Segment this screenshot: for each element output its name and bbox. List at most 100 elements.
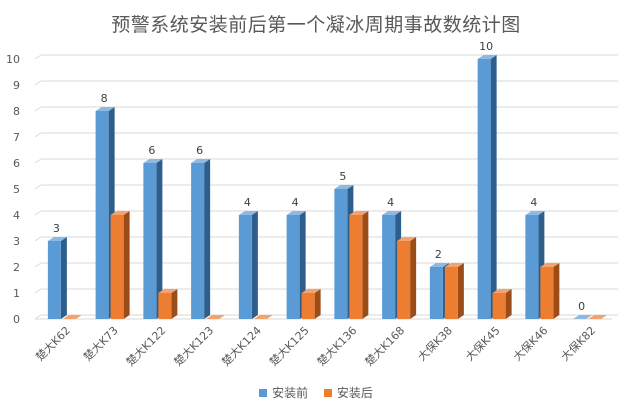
bar-after-top	[492, 289, 512, 293]
data-label: 6	[148, 144, 155, 157]
data-label: 8	[101, 92, 108, 105]
bar-before-top	[525, 211, 545, 215]
bar-after-side	[362, 211, 369, 319]
legend-item-before: 安装前	[259, 384, 308, 401]
bar-before-top	[143, 159, 163, 163]
bar-after	[397, 241, 411, 319]
y-tick-label: 0	[13, 313, 20, 326]
bar-after	[158, 293, 172, 319]
gridline-depth	[34, 132, 42, 138]
y-tick-label: 9	[13, 79, 20, 92]
bar-before	[143, 163, 157, 319]
legend-label-before: 安装前	[272, 386, 309, 400]
y-tick-label: 8	[13, 105, 20, 118]
legend-swatch-before	[259, 388, 268, 397]
bar-after-top	[588, 315, 608, 319]
bar-before-top	[286, 211, 306, 215]
bar-before-top	[238, 211, 258, 215]
bar-before-side	[60, 237, 67, 319]
x-tick-label: 楚大K62	[33, 323, 73, 363]
y-tick-label: 10	[6, 53, 20, 66]
bar-before	[191, 163, 205, 319]
y-tick-label: 4	[13, 209, 20, 222]
data-label: 4	[530, 196, 537, 209]
bar-before	[238, 215, 252, 319]
bar-after-top	[62, 315, 82, 319]
data-label: 10	[479, 40, 493, 53]
y-tick-label: 3	[13, 235, 20, 248]
bar-before-top	[95, 107, 115, 111]
gridline-depth	[34, 314, 42, 320]
legend: 安装前 安装后	[0, 384, 632, 401]
y-tick-label: 6	[13, 157, 20, 170]
data-label: 3	[53, 222, 60, 235]
bar-before-top	[477, 55, 497, 59]
bar-after-side	[314, 289, 321, 319]
bar-before-top	[382, 211, 402, 215]
bar-after-top	[253, 315, 273, 319]
gridline-depth	[34, 184, 42, 190]
x-tick-label: 楚大K125	[266, 323, 311, 368]
bar-after-top	[301, 289, 321, 293]
x-tick-label: 楚大K123	[171, 323, 216, 368]
gridline-depth	[34, 210, 42, 216]
bar-before	[429, 267, 443, 319]
y-tick-label: 1	[13, 287, 20, 300]
bar-after-top	[206, 315, 226, 319]
x-tick-label: 大保K82	[558, 323, 598, 363]
x-tick-label: 大保K45	[462, 323, 502, 363]
x-tick-label: 大保K46	[510, 323, 550, 363]
bar-before-side	[251, 211, 258, 319]
x-tick-label: 楚大K168	[362, 323, 407, 368]
bar-before-top	[429, 263, 449, 267]
bar-after-side	[410, 237, 417, 319]
legend-item-after: 安装后	[323, 384, 373, 401]
data-label: 2	[435, 248, 442, 261]
bar-after-side	[457, 263, 464, 319]
bar-after-side	[505, 289, 512, 319]
gridline-depth	[34, 288, 42, 294]
bar-after	[301, 293, 315, 319]
bar-after	[110, 215, 124, 319]
bar-after-top	[397, 237, 417, 241]
x-tick-label: 楚大K122	[123, 323, 168, 368]
bar-after-side	[171, 289, 178, 319]
bar-before-top	[334, 185, 354, 189]
bar-before-side	[204, 159, 211, 319]
bar-after-top	[540, 263, 560, 267]
bar-after-top	[158, 289, 178, 293]
y-tick-label: 2	[13, 261, 20, 274]
y-tick-label: 5	[13, 183, 20, 196]
gridline-depth	[34, 236, 42, 242]
bar-before-side	[490, 55, 497, 319]
bar-after-top	[110, 211, 130, 215]
gridline-depth	[34, 80, 42, 86]
bar-before	[95, 111, 109, 319]
bar-after	[540, 267, 554, 319]
chart-title: 预警系统安装前后第一个凝冰周期事故数统计图	[111, 14, 521, 36]
bar-before-side	[156, 159, 163, 319]
x-tick-label: 楚大K124	[219, 323, 264, 368]
data-label: 4	[387, 196, 394, 209]
bar-before	[382, 215, 396, 319]
data-label: 4	[244, 196, 251, 209]
bar-before	[286, 215, 300, 319]
legend-label-after: 安装后	[336, 386, 373, 400]
x-tick-label: 楚大K73	[80, 323, 120, 363]
gridline-depth	[34, 106, 42, 112]
legend-swatch-after	[323, 388, 332, 397]
bar-before	[334, 189, 348, 319]
bar-after	[492, 293, 506, 319]
bar-before	[47, 241, 61, 319]
data-label: 0	[578, 300, 585, 313]
bar-after-top	[444, 263, 464, 267]
bar-after-top	[349, 211, 369, 215]
bar-after-side	[123, 211, 130, 319]
gridline-depth	[34, 262, 42, 268]
bar-after-side	[553, 263, 560, 319]
bar-before-top	[191, 159, 211, 163]
bar-before	[525, 215, 539, 319]
x-tick-label: 大保K38	[415, 323, 455, 363]
